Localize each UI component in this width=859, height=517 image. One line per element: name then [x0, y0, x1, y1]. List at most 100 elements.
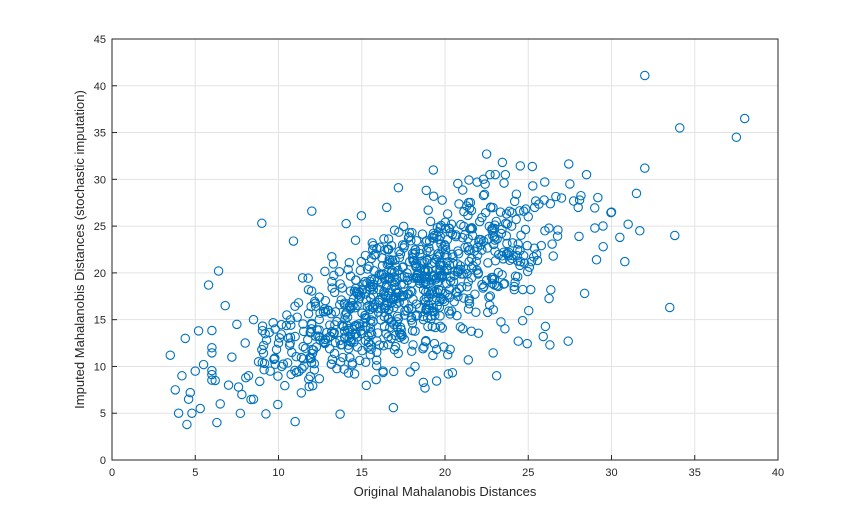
data-point: [528, 181, 538, 191]
data-point: [457, 233, 468, 243]
data-point: [458, 323, 468, 334]
data-point: [298, 326, 309, 337]
data-point: [377, 253, 387, 263]
data-point: [371, 374, 381, 385]
data-point: [548, 251, 558, 261]
data-point: [290, 331, 300, 342]
data-point: [463, 355, 474, 365]
data-point: [516, 230, 526, 241]
data-point: [372, 336, 382, 346]
data-point: [423, 279, 433, 289]
data-point: [434, 260, 445, 270]
data-point: [408, 340, 418, 350]
data-point: [447, 367, 458, 378]
data-point: [421, 335, 431, 346]
data-point: [173, 408, 184, 418]
data-point: [466, 222, 477, 233]
y-tick-label: 35: [94, 128, 106, 140]
data-point: [462, 282, 472, 292]
data-point: [349, 369, 360, 379]
data-point: [455, 322, 466, 332]
data-point: [593, 192, 603, 203]
data-point: [503, 247, 514, 258]
data-point: [382, 298, 393, 308]
data-point: [397, 272, 407, 283]
data-point: [530, 196, 541, 206]
data-point: [407, 325, 418, 336]
data-point: [598, 241, 608, 252]
data-point: [290, 416, 300, 427]
data-point: [445, 344, 455, 355]
y-tick-label: 15: [94, 315, 106, 327]
data-point: [369, 279, 379, 290]
data-point: [463, 245, 474, 256]
data-point: [490, 235, 500, 245]
data-point: [297, 273, 308, 283]
data-point: [406, 315, 417, 325]
data-point: [258, 348, 269, 359]
data-point: [328, 259, 339, 269]
data-point: [504, 206, 515, 217]
data-point: [453, 178, 463, 189]
data-point: [299, 361, 309, 371]
data-point: [443, 369, 454, 379]
data-point: [435, 266, 446, 276]
y-tick-label: 10: [94, 361, 106, 373]
data-point: [390, 255, 400, 265]
data-point: [511, 214, 521, 225]
data-point: [273, 338, 284, 348]
data-point: [546, 285, 556, 295]
data-point: [579, 288, 590, 299]
data-point: [286, 369, 296, 380]
data-point: [409, 256, 419, 266]
data-point: [437, 195, 447, 205]
data-point: [640, 70, 650, 81]
data-point: [410, 361, 420, 372]
data-point: [378, 367, 388, 378]
data-point: [432, 287, 443, 298]
data-point: [374, 284, 385, 295]
data-point: [344, 301, 355, 311]
data-point: [731, 132, 742, 142]
data-point: [306, 353, 316, 364]
data-point: [314, 314, 325, 325]
data-point: [399, 279, 409, 289]
data-point: [418, 314, 429, 325]
data-point: [576, 190, 586, 201]
data-point: [534, 199, 544, 209]
data-point: [330, 337, 341, 348]
data-point: [296, 388, 307, 398]
data-point: [574, 231, 584, 242]
data-point: [290, 301, 300, 312]
x-tick-label: 5: [192, 467, 198, 479]
data-point: [420, 383, 430, 393]
data-point: [521, 204, 531, 214]
data-point: [463, 277, 474, 287]
data-point: [407, 287, 417, 297]
data-point: [623, 219, 633, 229]
data-point: [371, 355, 382, 365]
data-point: [354, 355, 365, 366]
data-point: [635, 226, 645, 236]
data-point: [425, 216, 436, 227]
data-point: [453, 248, 464, 259]
data-point: [339, 298, 350, 308]
data-point: [307, 206, 317, 216]
data-point: [471, 307, 481, 318]
data-point: [350, 303, 360, 313]
data-point: [354, 294, 364, 304]
data-point: [480, 208, 491, 218]
data-point: [419, 342, 429, 352]
data-point: [527, 161, 538, 172]
data-point: [421, 305, 431, 315]
data-point: [556, 193, 567, 203]
data-point: [233, 382, 244, 392]
x-tick-label: 35: [689, 467, 701, 479]
data-point: [540, 321, 551, 332]
data-point: [444, 260, 455, 271]
data-point: [320, 334, 331, 345]
data-point: [384, 244, 394, 255]
data-point: [484, 292, 494, 303]
data-point: [304, 374, 314, 384]
